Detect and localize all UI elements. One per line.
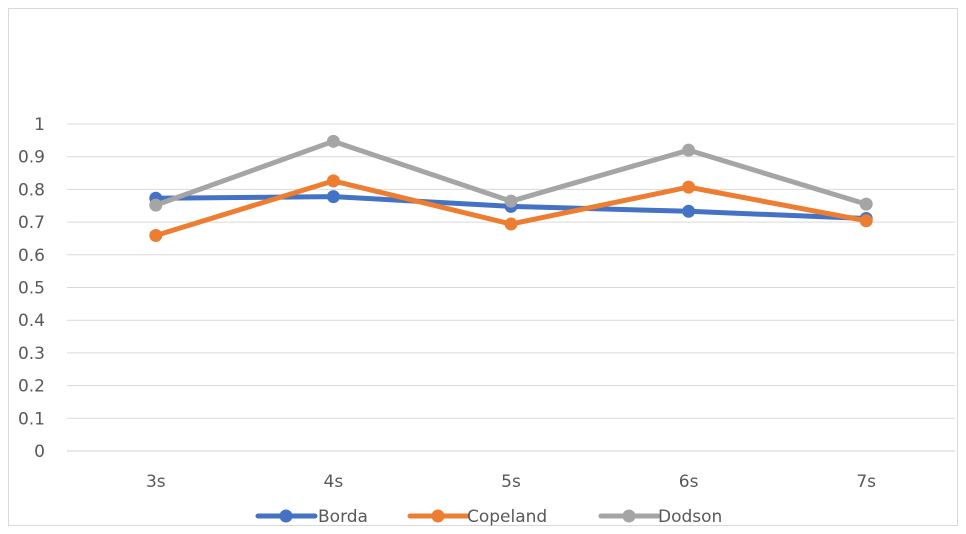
y-tick-label: 0.3 <box>18 344 45 364</box>
data-point <box>504 217 518 231</box>
legend-label: Dodson <box>658 507 722 527</box>
legend-label: Copeland <box>467 507 547 527</box>
y-tick-label: 0.7 <box>18 213 45 233</box>
data-point <box>326 174 340 188</box>
legend-swatch-marker <box>431 509 445 523</box>
legend-swatch-marker <box>622 509 636 523</box>
legend-item-copeland: Copeland <box>407 507 547 527</box>
series-layer <box>149 134 873 243</box>
x-tick-label: 6s <box>679 472 699 492</box>
data-point <box>682 204 696 218</box>
data-point <box>326 134 340 148</box>
y-axis-tick-labels: 0 0.1 0.2 0.3 0.4 0.5 0.6 0.7 0.8 0.9 1 <box>18 115 45 462</box>
x-tick-label: 7s <box>856 472 876 492</box>
legend-swatch-marker <box>279 509 293 523</box>
y-tick-label: 0.8 <box>18 180 45 200</box>
chart-frame <box>8 8 958 526</box>
series-copeland <box>149 174 873 243</box>
y-tick-label: 0.2 <box>18 377 45 397</box>
x-tick-label: 4s <box>324 472 344 492</box>
legend-label: Borda <box>318 507 368 527</box>
data-point <box>149 229 163 243</box>
data-point <box>859 214 873 228</box>
y-tick-label: 0.4 <box>18 311 45 331</box>
data-point <box>682 143 696 157</box>
x-axis-tick-labels: 3s 4s 5s 6s 7s <box>146 472 876 492</box>
data-point <box>326 190 340 204</box>
data-point <box>504 194 518 208</box>
legend-item-borda: Borda <box>255 507 368 527</box>
gridlines <box>67 123 955 419</box>
data-point <box>682 180 696 194</box>
x-tick-label: 3s <box>146 472 166 492</box>
data-point <box>149 198 163 212</box>
legend: Borda Copeland Dodson <box>255 507 722 527</box>
x-tick-label: 5s <box>501 472 521 492</box>
y-tick-label: 0.9 <box>18 148 45 168</box>
y-tick-label: 0 <box>34 442 45 462</box>
y-tick-label: 1 <box>34 115 45 135</box>
y-tick-label: 0.5 <box>18 279 45 299</box>
data-point <box>859 197 873 211</box>
series-dodson <box>149 134 873 212</box>
y-tick-label: 0.6 <box>18 246 45 266</box>
legend-item-dodson: Dodson <box>598 507 722 527</box>
y-tick-label: 0.1 <box>18 409 45 429</box>
